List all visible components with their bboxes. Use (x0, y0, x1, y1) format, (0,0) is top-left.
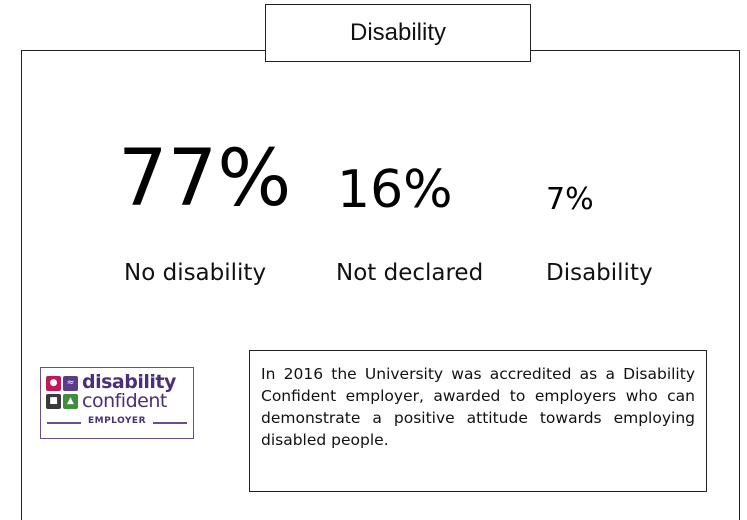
access-icon: ▲ (63, 394, 78, 409)
stat-value-not-declared: 16% (337, 160, 453, 220)
logo-word-confident: confident (82, 390, 167, 412)
stat-value-disability: 7% (546, 182, 594, 217)
info-box: In 2016 the University was accredited as… (249, 350, 707, 492)
people-icon: ● (46, 376, 61, 391)
logo-word-disability: disability (82, 371, 176, 393)
stat-value-no-disability: 77% (118, 134, 292, 224)
stat-label-not-declared: Not declared (336, 260, 484, 286)
page-title: Disability (265, 4, 531, 62)
logo-divider-left (47, 422, 81, 424)
logo-word-employer: EMPLOYER (87, 416, 147, 426)
info-text: In 2016 the University was accredited as… (261, 365, 695, 449)
logo-divider-right (153, 422, 187, 424)
stat-label-disability: Disability (546, 260, 653, 286)
page-title-text: Disability (349, 19, 447, 46)
disability-confident-logo: ● ≈ ■ ▲ disability confident EMPLOYER (40, 367, 194, 439)
chart-icon: ≈ (63, 376, 78, 391)
lock-icon: ■ (46, 394, 61, 409)
stat-label-no-disability: No disability (124, 260, 267, 286)
